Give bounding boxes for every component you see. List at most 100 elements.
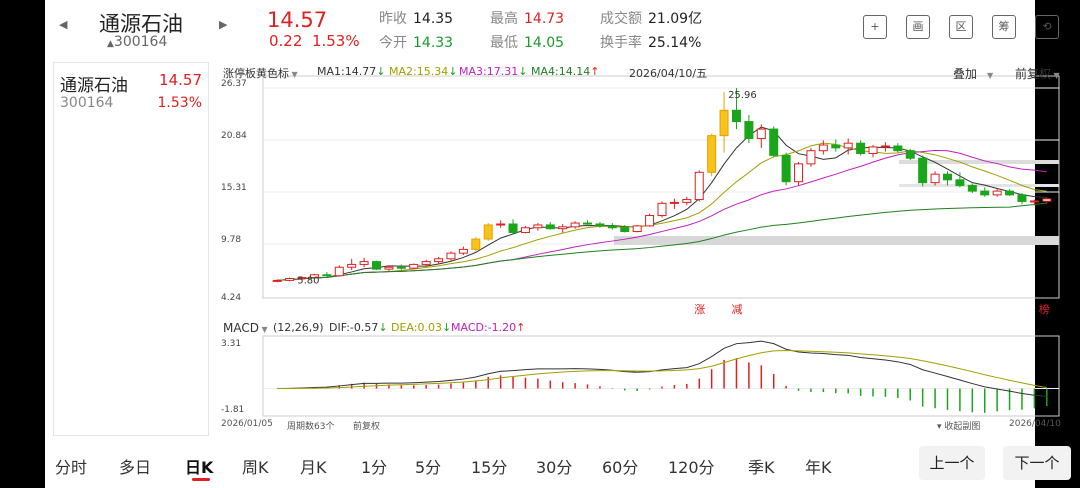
quote-label: 今开 bbox=[379, 35, 407, 51]
overlay-button[interactable]: 叠加 ▼ bbox=[953, 67, 994, 81]
period-tab-3[interactable]: 周K bbox=[242, 458, 269, 477]
ma-line-5 bbox=[277, 126, 1047, 281]
macd-selector[interactable]: MACD ▼ bbox=[223, 321, 268, 335]
period-tab-8[interactable]: 30分 bbox=[536, 458, 573, 477]
period-tab-0[interactable]: 分时 bbox=[55, 458, 88, 477]
macd-bottom-label: -1.81 bbox=[221, 405, 244, 415]
filter-icon[interactable]: 筹 bbox=[992, 15, 1016, 39]
candle bbox=[905, 148, 915, 161]
candle bbox=[992, 189, 1002, 197]
dif-line bbox=[277, 340, 1047, 397]
candle bbox=[856, 140, 866, 156]
candle bbox=[434, 256, 444, 264]
candle bbox=[669, 198, 679, 209]
candle bbox=[384, 265, 394, 271]
period-tab-5[interactable]: 1分 bbox=[361, 458, 388, 477]
quote-label: 最低 bbox=[490, 35, 518, 51]
quote-3: 最低 14.05 bbox=[490, 32, 564, 52]
next-stock-arrow-icon[interactable]: ▶ bbox=[219, 18, 228, 31]
candle bbox=[942, 171, 952, 186]
plus-square-icon[interactable]: + bbox=[863, 15, 887, 39]
quote-value: 14.73 bbox=[524, 11, 565, 27]
kline-chart[interactable]: 26.37 20.84 15.31 9.78 4.24 25.96 5.80 涨 减 榜 3.31 -… bbox=[219, 62, 1063, 434]
dea-line bbox=[277, 350, 1047, 390]
candle bbox=[769, 126, 779, 158]
macd-value: MACD:-1.20↑ bbox=[451, 321, 526, 334]
prev-stock-button[interactable]: 上一个 bbox=[919, 446, 985, 480]
candle bbox=[731, 88, 741, 130]
prev-stock-arrow-icon[interactable]: ◀ bbox=[59, 18, 68, 31]
period-tab-6[interactable]: 5分 bbox=[415, 458, 442, 477]
y-tick-label: 20.84 bbox=[221, 131, 247, 141]
candle bbox=[322, 271, 332, 277]
quote-label: 换手率 bbox=[600, 35, 642, 51]
macd-top-label: 3.31 bbox=[221, 339, 241, 349]
low-price-label: 5.80 bbox=[297, 275, 319, 286]
ma-legend-1: MA1:14.77↓ bbox=[317, 65, 386, 78]
candle bbox=[446, 251, 456, 261]
candle bbox=[1029, 199, 1039, 206]
footer-adjust: 前复权 bbox=[353, 422, 381, 432]
panel-stock-code: 300164 bbox=[60, 95, 114, 111]
candle bbox=[719, 91, 729, 153]
candle bbox=[831, 139, 841, 152]
resistance-band bbox=[899, 184, 1059, 187]
event-marker-0[interactable]: 涨 bbox=[694, 303, 705, 316]
candle bbox=[334, 265, 344, 277]
panel-stock-name: 通源石油 bbox=[60, 76, 128, 96]
candle bbox=[756, 124, 766, 148]
quote-0: 昨收 14.35 bbox=[379, 8, 453, 28]
candle bbox=[818, 140, 828, 155]
indicator-selector[interactable]: 涨停板黄色标 ▼ bbox=[223, 67, 298, 80]
candle bbox=[918, 155, 928, 187]
ma-legend-2: MA2:15.34↓ bbox=[389, 65, 458, 78]
stock-code: ▲300164 bbox=[107, 34, 168, 50]
ma-line-60 bbox=[277, 202, 1047, 281]
kline-chart-svg[interactable]: 26.37 20.84 15.31 9.78 4.24 25.96 5.80 涨 减 榜 3.31 -… bbox=[219, 62, 1063, 434]
candle bbox=[955, 172, 965, 188]
stock-detail-screen: ◀ 通源石油 ▲300164 ▶ 14.57 0.22 1.53% 昨收 14.3… bbox=[45, 0, 1071, 488]
quote-label: 成交额 bbox=[600, 11, 642, 27]
picture-icon[interactable]: 画 bbox=[906, 15, 930, 39]
event-marker-2[interactable]: 榜 bbox=[1039, 302, 1050, 316]
period-tab-2[interactable]: 日K bbox=[185, 458, 214, 477]
candle bbox=[744, 114, 754, 144]
candle bbox=[657, 201, 667, 218]
period-tab-4[interactable]: 月K bbox=[300, 458, 327, 477]
candle bbox=[930, 171, 940, 186]
rotate-screen-icon[interactable]: ⟲ bbox=[1035, 15, 1059, 39]
candle bbox=[570, 221, 580, 229]
quote-value: 25.14% bbox=[648, 35, 702, 51]
end-date: 2026/04/10 bbox=[1009, 419, 1061, 429]
watchlist-panel[interactable]: 通源石油 14.57 300164 1.53% bbox=[53, 62, 209, 436]
region-icon[interactable]: 区 bbox=[949, 15, 973, 39]
period-tab-12[interactable]: 年K bbox=[805, 458, 832, 477]
period-tab-9[interactable]: 60分 bbox=[602, 458, 639, 477]
period-tab-7[interactable]: 15分 bbox=[471, 458, 508, 477]
quote-value: 14.05 bbox=[524, 35, 565, 51]
candle bbox=[533, 223, 543, 231]
candle bbox=[843, 138, 853, 155]
panel-stock-price: 14.57 bbox=[159, 71, 202, 89]
candle bbox=[409, 263, 419, 270]
high-price-label: 25.96 bbox=[728, 90, 757, 101]
quote-4: 成交额 21.09亿 bbox=[600, 8, 702, 28]
collapse-subchart-button[interactable]: ▾ 收起副图 bbox=[937, 422, 981, 432]
period-tab-11[interactable]: 季K bbox=[748, 458, 775, 477]
candle bbox=[595, 222, 605, 228]
quote-header: ◀ 通源石油 ▲300164 ▶ 14.57 0.22 1.53% 昨收 14.3… bbox=[45, 0, 1059, 58]
candle bbox=[1005, 189, 1015, 196]
candle bbox=[880, 142, 890, 152]
quote-label: 昨收 bbox=[379, 11, 407, 27]
period-tab-1[interactable]: 多日 bbox=[119, 458, 152, 477]
macd-pane-frame bbox=[262, 335, 1060, 417]
candle bbox=[806, 147, 816, 167]
period-tab-10[interactable]: 120分 bbox=[668, 458, 715, 477]
candle bbox=[483, 223, 493, 241]
y-tick-label: 26.37 bbox=[221, 79, 247, 89]
next-stock-button[interactable]: 下一个 bbox=[1003, 446, 1071, 480]
candle bbox=[396, 264, 406, 271]
left-black-bar bbox=[0, 0, 45, 488]
event-marker-1[interactable]: 减 bbox=[731, 303, 742, 316]
adjust-button[interactable]: 前复权 ▼ bbox=[1015, 67, 1060, 81]
